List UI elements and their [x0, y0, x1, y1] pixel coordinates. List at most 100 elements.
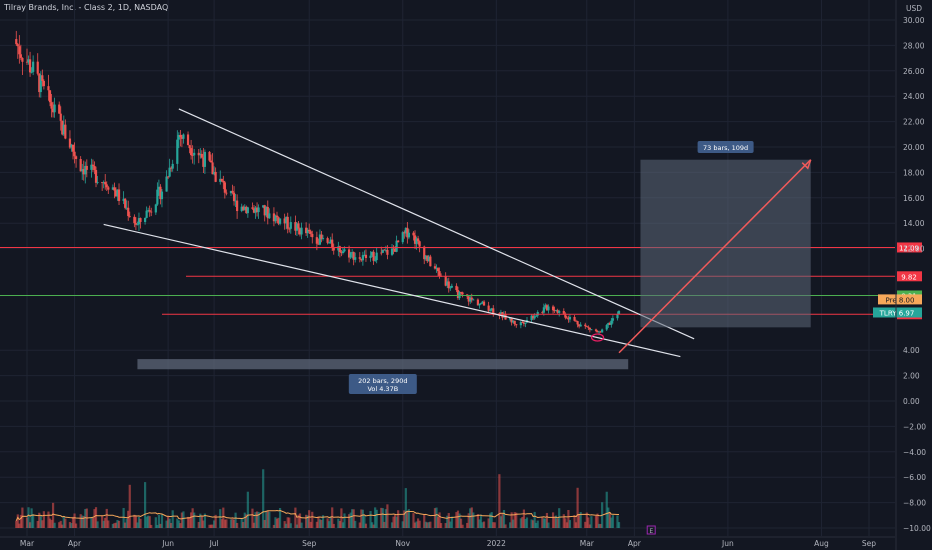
- volume-bar: [459, 518, 463, 528]
- candle-body: [53, 104, 56, 113]
- volume-bar: [358, 522, 361, 528]
- candle-body: [519, 322, 522, 326]
- pre-market-tag-text: Pre 8.00: [886, 296, 915, 304]
- candle-body: [21, 57, 24, 62]
- candle-body: [16, 44, 19, 47]
- candle-body: [341, 251, 345, 253]
- volume-bar: [383, 521, 386, 528]
- x-tick-label: Jun: [161, 539, 174, 548]
- volume-bar: [487, 518, 490, 528]
- candle-body: [58, 104, 61, 114]
- candle-body: [337, 246, 340, 251]
- volume-bar: [579, 511, 582, 528]
- volume-bar: [427, 522, 430, 528]
- volume-bar: [211, 524, 214, 528]
- candle-body: [479, 303, 483, 304]
- volume-bar: [48, 518, 52, 528]
- candle-body: [182, 134, 185, 139]
- volume-bar: [605, 491, 608, 528]
- volume-bar: [564, 518, 567, 528]
- volume-bar: [246, 491, 249, 528]
- candle-body: [607, 323, 610, 326]
- y-tick-label: 12.00: [903, 245, 925, 254]
- candle-body: [197, 152, 200, 156]
- volume-bar: [426, 522, 429, 528]
- volume-bar: [223, 519, 226, 528]
- volume-bar: [416, 518, 420, 528]
- volume-bar: [476, 514, 480, 528]
- candle-body: [199, 153, 202, 156]
- candle-body: [433, 266, 437, 269]
- candle-body: [558, 311, 561, 313]
- volume-bar: [556, 518, 559, 528]
- candle-body: [203, 151, 207, 167]
- volume-bar: [197, 521, 200, 528]
- volume-bar: [122, 507, 125, 528]
- candle-body: [332, 248, 335, 251]
- volume-bar: [542, 518, 545, 528]
- candle-body: [369, 255, 372, 259]
- candle-body: [278, 218, 282, 224]
- y-tick-label: −4.00: [903, 448, 926, 457]
- candle-body: [413, 235, 417, 244]
- volume-bar: [32, 514, 35, 528]
- candle-body: [436, 268, 440, 272]
- volume-bar: [349, 512, 352, 528]
- candle-body: [104, 182, 107, 185]
- candle-body: [96, 182, 99, 183]
- volume-bar: [150, 524, 153, 528]
- volume-bar: [522, 509, 526, 528]
- volume-bar: [18, 523, 21, 528]
- volume-bar: [128, 484, 131, 528]
- candle-body: [326, 238, 329, 243]
- volume-bar: [504, 524, 507, 528]
- candle-body: [71, 144, 75, 152]
- candle-body: [555, 310, 558, 311]
- volume-bar: [354, 520, 357, 528]
- candle-body: [556, 310, 559, 313]
- candle-body: [222, 180, 225, 183]
- volume-bar: [200, 515, 203, 528]
- volume-bar: [512, 519, 515, 528]
- volume-bar: [544, 518, 547, 528]
- volume-bar: [289, 523, 292, 528]
- y-tick-label: −2.00: [903, 422, 926, 431]
- candle-body: [133, 216, 136, 224]
- candle-body: [263, 205, 266, 216]
- volume-bar: [191, 508, 194, 528]
- y-tick-label: 28.00: [903, 41, 925, 50]
- range-measure-box: [137, 359, 629, 370]
- volume-bar: [489, 513, 492, 528]
- volume-bar: [444, 523, 447, 528]
- volume-bar: [395, 516, 398, 528]
- candle-body: [272, 213, 276, 222]
- volume-bar: [499, 516, 503, 528]
- volume-bar: [242, 521, 245, 528]
- volume-bar: [91, 517, 95, 528]
- volume-bar: [288, 517, 291, 528]
- volume-bar: [568, 520, 572, 528]
- x-tick-label: Jul: [209, 539, 219, 548]
- candle-body: [48, 90, 52, 103]
- candle-body: [478, 303, 481, 306]
- volume-bar: [68, 522, 72, 528]
- volume-bar: [236, 522, 239, 528]
- volume-bar: [219, 509, 222, 528]
- y-tick-label: 20.00: [903, 143, 925, 152]
- candle-body: [596, 330, 599, 333]
- candle-body: [61, 120, 64, 135]
- candle-body: [594, 329, 598, 331]
- volume-bar: [42, 511, 45, 528]
- candle-body: [236, 200, 239, 212]
- price-tag: [897, 271, 922, 282]
- candle-body: [170, 167, 173, 169]
- volume-bar: [214, 514, 217, 528]
- volume-bar: [190, 512, 193, 528]
- volume-bar: [574, 522, 578, 528]
- candle-body: [416, 238, 420, 242]
- volume-bar: [403, 510, 406, 528]
- candle-body: [349, 252, 352, 258]
- volume-bar: [19, 514, 22, 528]
- candle-body: [157, 186, 160, 190]
